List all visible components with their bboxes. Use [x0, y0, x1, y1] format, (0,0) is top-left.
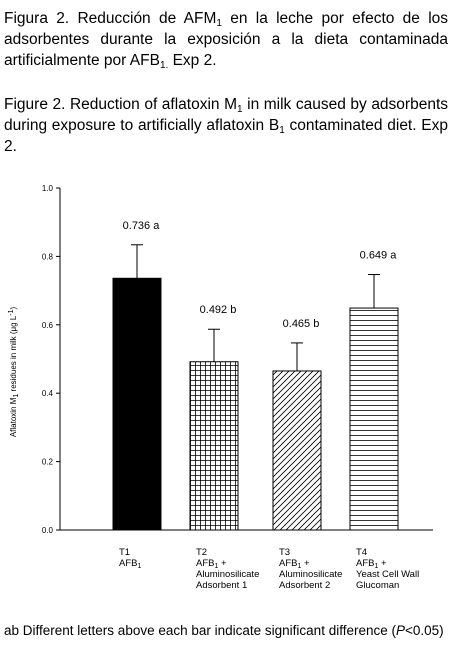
category-line: T2	[196, 547, 207, 558]
bar-3	[272, 370, 322, 531]
category-line: AFB1	[119, 558, 141, 570]
category-line: Aluminosilicate	[196, 569, 259, 580]
category-line: AFB1 +	[356, 558, 387, 570]
caption-en-sub-1: 1	[237, 104, 243, 115]
category-line: AFB1 +	[196, 558, 227, 570]
chart-footnote: ab Different letters above each bar indi…	[4, 622, 448, 639]
data-label-2: 0.492 b	[200, 304, 237, 316]
data-label-4: 0.649 a	[360, 250, 398, 262]
category-line: Yeast Cell Wall	[356, 569, 419, 580]
caption-es-sub-2: 1.	[159, 60, 169, 71]
y-tick-label: 0.6	[42, 321, 54, 330]
caption-es-text-2: en la leche por efecto de los adsorbente…	[4, 10, 449, 69]
figure-caption-english: Figure 2. Reduction of aflatoxin M1 in m…	[4, 94, 448, 157]
category-line: T4	[356, 547, 367, 558]
category-line: T1	[119, 547, 130, 558]
bar-chart: 0.0 0.2 0.4 0.6 0.8 1.0 0.736 a 0.492 b 0.465 b…	[8, 184, 433, 591]
footnote-text-2: <0.05)	[405, 623, 444, 638]
error-bars-group	[131, 244, 380, 371]
category-line: Aluminosilicate	[279, 569, 342, 580]
y-tick-label: 0.2	[42, 458, 54, 467]
caption-es-text-1: Figura 2. Reducción de AFM	[4, 10, 217, 27]
data-labels-group: 0.736 a 0.492 b 0.465 b 0.649 a	[123, 220, 398, 330]
category-line: Glucoman	[356, 580, 399, 591]
y-tick-label: 0.8	[42, 252, 54, 261]
bar-4	[349, 307, 399, 531]
y-tick-label: 1.0	[42, 184, 54, 193]
figure-caption-spanish: Figura 2. Reducción de AFM1 en la leche …	[4, 8, 448, 71]
category-line: Adsorbent 1	[196, 580, 247, 591]
y-axis-ticks: 0.0 0.2 0.4 0.6 0.8 1.0	[42, 184, 60, 535]
data-label-3: 0.465 b	[283, 318, 320, 330]
y-tick-label: 0.4	[42, 389, 54, 398]
caption-es-text-3: Exp 2.	[168, 52, 217, 69]
y-tick-label: 0.0	[42, 526, 54, 535]
bar-2	[189, 361, 239, 531]
caption-en-sub-2: 1	[279, 125, 285, 136]
category-line: Adsorbent 2	[279, 580, 330, 591]
category-line: T3	[279, 547, 290, 558]
data-label-1: 0.736 a	[123, 220, 161, 232]
footnote-italic-p: P	[395, 623, 405, 638]
caption-en-text-2: in milk caused by adsorbents during expo…	[4, 96, 449, 134]
caption-en-text-1: Figure 2. Reduction of aflatoxin M	[4, 96, 238, 113]
bar-1	[112, 277, 162, 531]
category-line: AFB1 +	[279, 558, 310, 570]
caption-en-text-3: contaminated diet. Exp 2.	[4, 117, 448, 155]
bars-group	[112, 277, 399, 531]
caption-es-sub-1: 1	[216, 18, 222, 29]
y-axis-label: Aflatoxin M1 residues in milk (μg L-1)	[8, 306, 20, 437]
footnote-text-1: ab Different letters above each bar indi…	[4, 623, 396, 638]
